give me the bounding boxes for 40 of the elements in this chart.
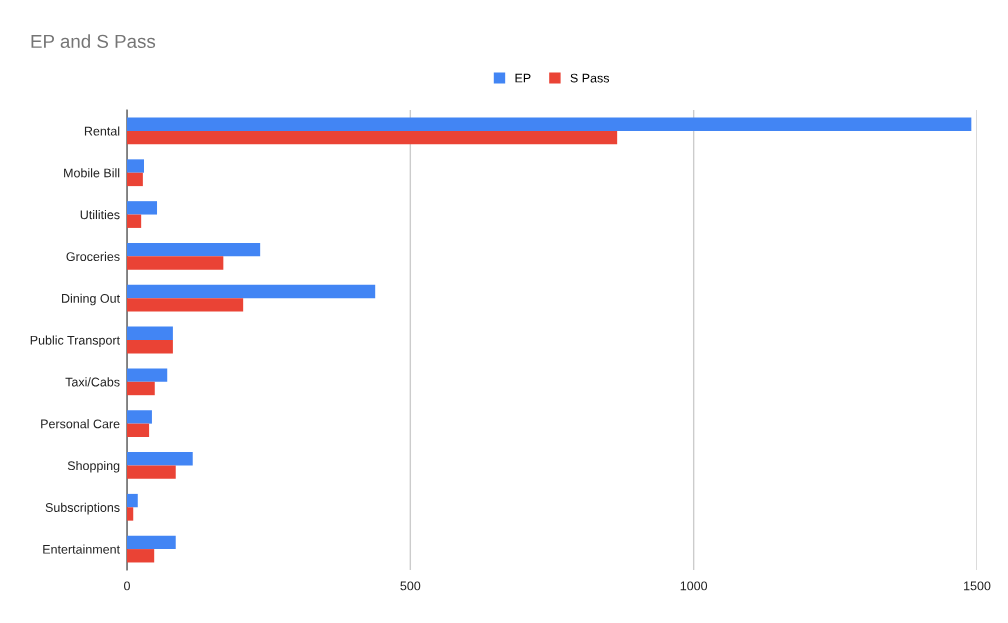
y-tick-label: Utilities: [80, 210, 120, 220]
bar: [127, 242, 261, 257]
x-tick-label: 1500: [964, 581, 991, 591]
bar: [127, 465, 176, 479]
legend-label: EP: [515, 73, 531, 83]
bar: [127, 452, 193, 466]
bar: [127, 340, 173, 354]
y-tick-label: Shopping: [67, 460, 120, 473]
bar: [127, 159, 144, 173]
bar: [127, 535, 176, 550]
y-tick-label: Dining Out: [62, 293, 120, 306]
y-tick-label: Rental: [84, 126, 120, 136]
bar: [127, 130, 618, 145]
x-tick-label: 500: [400, 581, 421, 591]
bar: [127, 326, 173, 340]
bar: [127, 284, 376, 299]
bar: [127, 368, 168, 382]
bar: [127, 493, 138, 508]
x-tick-label: 1000: [680, 581, 708, 591]
bar: [127, 507, 134, 521]
y-tick-label: Groceries: [66, 251, 120, 262]
bar: [127, 549, 155, 563]
y-tick-label: Taxi/Cabs: [65, 377, 120, 387]
bar: [127, 172, 143, 187]
y-tick-label: Subscriptions: [45, 502, 120, 515]
bar: [127, 256, 224, 270]
bar: [127, 201, 158, 215]
y-tick-label: Public Transport: [30, 335, 120, 348]
x-tick-label: 0: [124, 581, 130, 591]
bar: [127, 423, 150, 438]
bar: [127, 381, 155, 396]
y-tick-label: Mobile Bill: [64, 168, 120, 178]
legend-label: S Pass: [570, 73, 610, 83]
bar: [127, 410, 152, 424]
bar: [127, 214, 142, 228]
bar: [127, 298, 244, 312]
y-tick-label: Personal Care: [41, 419, 120, 429]
bar: [127, 117, 972, 131]
chart-title: EP and S Pass: [31, 34, 156, 49]
y-tick-label: Entertainment: [43, 544, 120, 554]
